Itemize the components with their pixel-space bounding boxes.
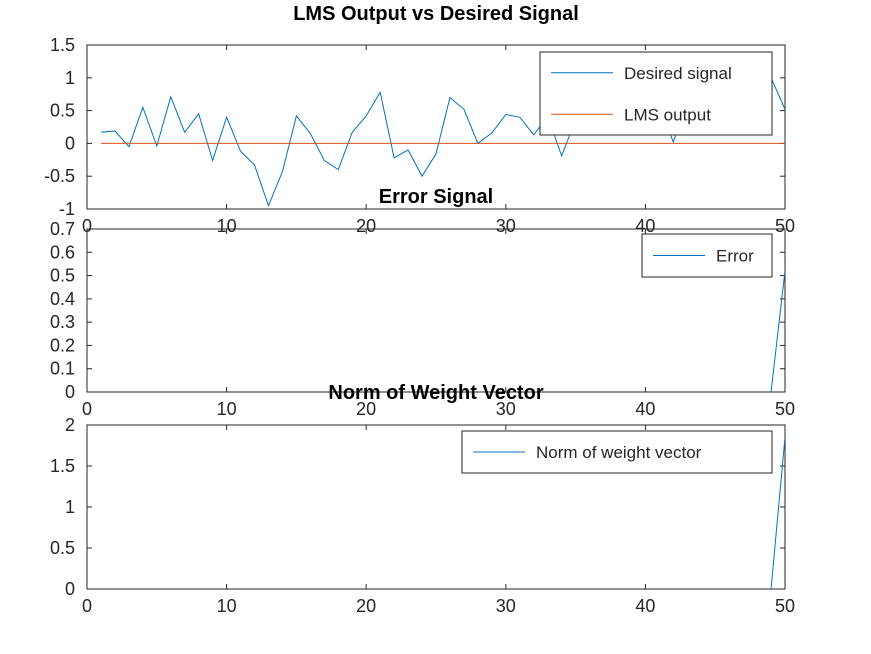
x-tick-label: 30 bbox=[496, 216, 516, 236]
subplot-title: Error Signal bbox=[379, 186, 493, 208]
x-tick-label: 10 bbox=[217, 399, 237, 419]
y-tick-label: 0.4 bbox=[50, 289, 75, 309]
x-tick-label: 0 bbox=[82, 216, 92, 236]
x-tick-label: 50 bbox=[775, 596, 795, 616]
x-tick-label: 30 bbox=[496, 596, 516, 616]
series-line-desired-signal bbox=[100, 77, 785, 208]
y-tick-label: -1 bbox=[59, 199, 75, 219]
y-tick-label: 0 bbox=[65, 579, 75, 599]
subplot-weight-norm: Norm of Weight Vector 00.511.520 10 20 30 40… bbox=[50, 382, 795, 616]
legend: Error bbox=[641, 233, 773, 278]
y-tick-label: 0 bbox=[65, 382, 75, 402]
legend: Desired signal LMS output bbox=[539, 51, 773, 136]
y-tick-label: 0.5 bbox=[50, 101, 75, 121]
x-tick-label: 10 bbox=[217, 216, 237, 236]
subplot-error-signal: Error Signal 0 0.1 0.2 0.3 0.4 0.5 0.6 0.7 0 10 20… bbox=[50, 186, 795, 419]
subplot-title: LMS Output vs Desired Signal bbox=[293, 3, 579, 25]
x-tick-label: 20 bbox=[356, 399, 376, 419]
x-tick-label: 40 bbox=[635, 216, 655, 236]
x-tick-label: 40 bbox=[635, 596, 655, 616]
legend-label: Desired signal bbox=[624, 64, 732, 83]
y-tick-label: 0.6 bbox=[50, 242, 75, 262]
plot-area: -1 -0.5 0 0.5 1 1.5 0 10 20 30 40 50 Desired signal L… bbox=[44, 35, 795, 236]
axes-box bbox=[86, 44, 786, 210]
x-tick-label: 10 bbox=[217, 596, 237, 616]
x-tick-label: 40 bbox=[635, 399, 655, 419]
x-tick-label: 50 bbox=[775, 216, 795, 236]
x-tick-label: 30 bbox=[496, 399, 516, 419]
y-tick-label: 0.1 bbox=[50, 359, 75, 379]
y-tick-label: 1.5 bbox=[50, 456, 75, 476]
legend-label: LMS output bbox=[624, 105, 711, 124]
y-tick-label: 0.5 bbox=[50, 538, 75, 558]
subplot-lms-output: LMS Output vs Desired Signal -1 -0.5 0 0.5 1… bbox=[44, 3, 795, 236]
legend-box bbox=[539, 51, 773, 136]
y-tick-label: 0.5 bbox=[50, 266, 75, 286]
legend-label: Error bbox=[716, 247, 754, 266]
y-tick-label: 2 bbox=[65, 415, 75, 435]
series-line-error bbox=[770, 270, 785, 392]
y-tick-label: 0.2 bbox=[50, 335, 75, 355]
y-tick-label: 1.5 bbox=[50, 35, 75, 55]
legend-label: Norm of weight vector bbox=[536, 443, 702, 462]
y-tick-label: 0.3 bbox=[50, 312, 75, 332]
y-tick-label: 0 bbox=[65, 133, 75, 153]
series-line-norm-of-weight-vector bbox=[770, 437, 785, 589]
x-tick-label: 0 bbox=[82, 399, 92, 419]
y-tick-label: 1 bbox=[65, 497, 75, 517]
y-tick-label: -0.5 bbox=[44, 166, 75, 186]
y-tick-label: 1 bbox=[65, 68, 75, 88]
plot-area: 0 0.1 0.2 0.3 0.4 0.5 0.6 0.7 0 10 20 30 40 50 Error bbox=[50, 219, 795, 419]
x-tick-label: 0 bbox=[82, 596, 92, 616]
x-tick-label: 20 bbox=[356, 216, 376, 236]
x-tick-label: 50 bbox=[775, 399, 795, 419]
x-tick-label: 20 bbox=[356, 596, 376, 616]
y-tick-label: 0.7 bbox=[50, 219, 75, 239]
subplot-title: Norm of Weight Vector bbox=[328, 382, 543, 404]
axes-box bbox=[86, 228, 786, 393]
legend: Norm of weight vector bbox=[461, 430, 773, 474]
